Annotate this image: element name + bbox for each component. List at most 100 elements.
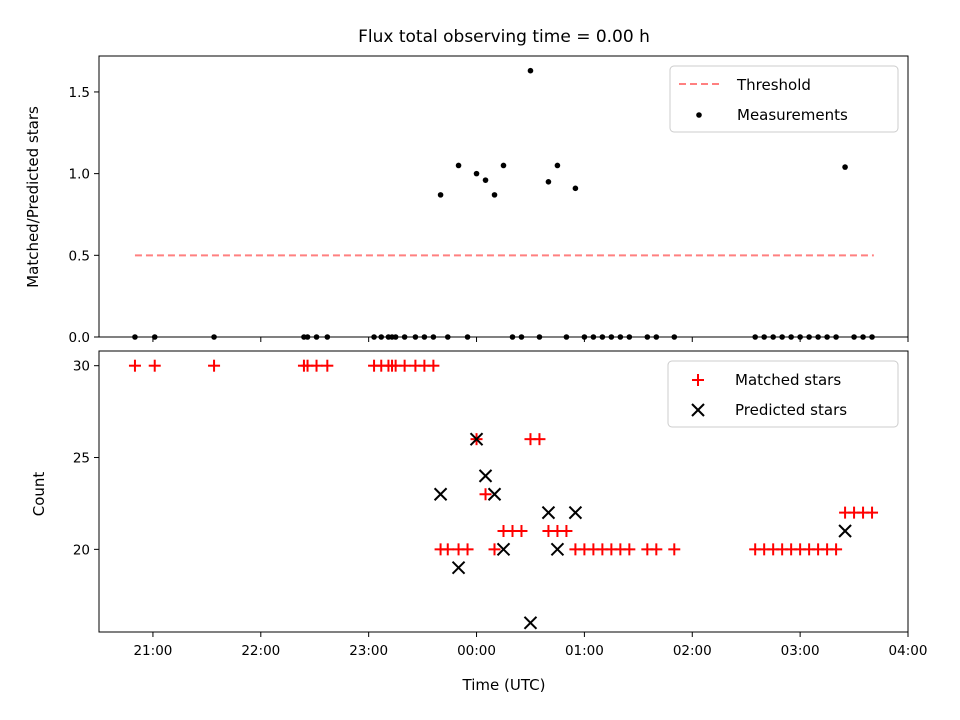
- matched-star-point: [479, 488, 492, 501]
- x-tick-label: 04:00: [889, 643, 928, 659]
- measurement-point: [869, 334, 875, 340]
- top-legend: Threshold Measurements: [669, 65, 899, 133]
- y-tick-label: 20: [73, 542, 90, 558]
- x-tick-label: 01:00: [565, 643, 604, 659]
- measurement-point: [851, 334, 857, 340]
- measurement-point: [482, 177, 489, 183]
- cross-b: [433, 487, 448, 501]
- predicted-star-point: [838, 524, 852, 538]
- plot-frame: [98, 350, 909, 633]
- cross-b: [838, 524, 852, 538]
- y-tick-label: 0.0: [69, 330, 90, 346]
- cross-b: [496, 542, 511, 557]
- measurement-point: [797, 334, 803, 340]
- cross-b: [568, 505, 583, 520]
- matched-star-point: [461, 543, 474, 556]
- x-tick-label: 22:00: [241, 643, 280, 659]
- matched-star-point: [321, 359, 334, 372]
- measurement-point: [563, 334, 570, 340]
- measurement-point: [842, 164, 848, 170]
- measurement-point: [324, 334, 331, 340]
- legend-frame: [667, 360, 899, 428]
- matched-star-point: [560, 524, 573, 537]
- matched-star-point: [208, 359, 221, 372]
- predicted-star-point: [541, 505, 556, 520]
- legend-threshold-label: Threshold: [736, 76, 811, 94]
- legend-measurement-swatch: [696, 112, 702, 118]
- cross-b: [541, 505, 556, 520]
- measurement-point: [572, 185, 579, 192]
- predicted-star-point: [478, 469, 493, 483]
- predicted-star-point: [469, 432, 484, 446]
- chart-title: Flux total observing time = 0.00 h: [358, 27, 650, 47]
- measurement-point: [392, 334, 399, 340]
- measurement-point: [806, 334, 812, 340]
- predicted-star-point: [487, 487, 502, 501]
- x-tick-label: 02:00: [673, 643, 712, 659]
- matched-star-point: [533, 433, 546, 446]
- matched-star-point: [398, 359, 411, 372]
- measurement-point: [599, 334, 606, 340]
- y-tick-label: 30: [73, 359, 90, 375]
- measurement-point: [211, 334, 217, 340]
- plot-frame: [98, 55, 909, 338]
- predicted-star-point: [433, 487, 448, 501]
- bottom-legend: Matched stars Predicted stars: [667, 360, 899, 428]
- measurement-point: [590, 334, 597, 340]
- top-y-axis-label: Matched/Predicted stars: [24, 106, 42, 288]
- measurement-point: [401, 334, 408, 340]
- measurement-point: [770, 334, 776, 340]
- matched-star-point: [668, 543, 681, 556]
- measurement-point: [151, 334, 158, 340]
- measurement-point: [788, 334, 794, 340]
- measurement-point: [412, 334, 419, 340]
- legend-predicted-b: [691, 403, 705, 417]
- bottom-panel: 21:00 22:00 23:00 00:00 01:00 02:00 03:00 04:00…: [73, 350, 928, 659]
- measurement-point: [653, 334, 660, 340]
- bottom-y-axis-label: Count: [30, 472, 48, 517]
- measurement-point: [473, 170, 480, 177]
- x-tick-label: 03:00: [781, 643, 820, 659]
- measurement-point: [671, 334, 678, 340]
- legend-measurement-label: Measurements: [737, 106, 848, 124]
- predicted-star-point: [451, 561, 466, 575]
- cross-b: [523, 616, 538, 630]
- measurement-point: [444, 334, 451, 340]
- measurement-point: [527, 67, 534, 74]
- legend-frame: [669, 65, 899, 133]
- y-tick-label: 1.0: [69, 167, 90, 183]
- matched-star-point: [128, 359, 141, 372]
- measurement-point: [554, 162, 561, 169]
- matched-star-point: [427, 359, 440, 372]
- measurement-point: [313, 334, 320, 340]
- matched-star-point: [623, 543, 636, 556]
- measurement-point: [518, 334, 525, 340]
- measurement-point: [132, 334, 138, 340]
- x-axis-label: Time (UTC): [462, 676, 546, 694]
- y-tick-label: 1.5: [69, 85, 90, 101]
- legend-predicted-label: Predicted stars: [735, 401, 847, 419]
- measurement-point: [545, 178, 552, 185]
- top-panel: 0.0 0.5 1.0 1.5 Threshold Measurements: [69, 55, 909, 346]
- y-tick-label: 0.5: [69, 248, 90, 264]
- measurement-point: [752, 334, 758, 340]
- measurement-point: [608, 334, 615, 340]
- cross-b: [469, 432, 484, 446]
- measurement-point: [509, 334, 516, 340]
- measurement-point: [500, 162, 507, 169]
- measurement-point: [644, 334, 651, 340]
- measurement-point: [464, 334, 471, 340]
- matched-star-point: [148, 359, 161, 372]
- y-tick-label: 25: [73, 451, 90, 467]
- measurement-point: [536, 334, 543, 340]
- legend-matched-label: Matched stars: [735, 371, 841, 389]
- measurement-point: [824, 334, 830, 340]
- predicted-star-point: [568, 505, 583, 520]
- matched-star-point: [830, 543, 843, 556]
- measurement-point: [304, 334, 311, 340]
- measurement-point: [815, 334, 821, 340]
- measurement-point: [430, 334, 437, 340]
- measurement-point: [617, 334, 624, 340]
- cross-b: [478, 469, 493, 483]
